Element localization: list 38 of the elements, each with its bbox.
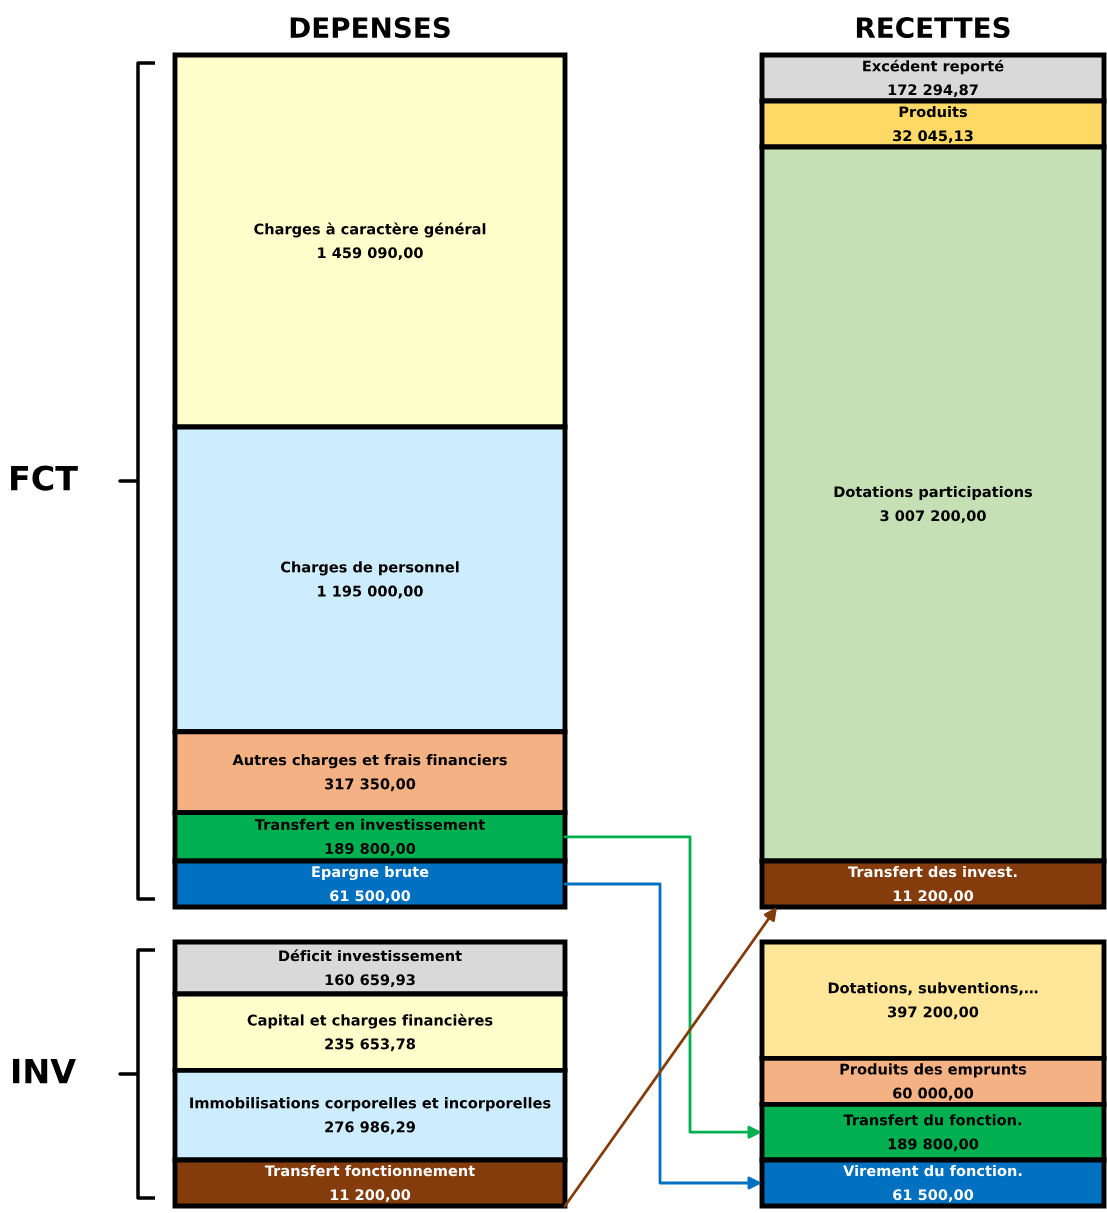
data-label: 60 000,00 (893, 1087, 974, 1101)
data-label: 3 007 200,00 (880, 510, 986, 524)
category-label: FCT (11, 465, 78, 491)
series-label: Charges de personnel (280, 561, 459, 576)
series-label: Capital et charges financières (247, 1013, 493, 1029)
data-label: 61 500,00 (893, 1189, 974, 1203)
series-label: Immobilisations corporelles et incorporelles (190, 1097, 551, 1112)
series-label: Transfert fonctionnement (264, 1164, 475, 1177)
data-label: 189 800,00 (325, 843, 416, 856)
data-label: 235 653,78 (325, 1038, 415, 1052)
series-label: Epargne brute (312, 865, 429, 881)
category-label: INV (13, 1058, 76, 1084)
series-label: Charges à caractère général (254, 222, 486, 238)
series-label: Transfert des invest. (848, 865, 1017, 878)
data-label: 11 200,00 (893, 890, 974, 904)
series-label: Transfert en investissement (254, 818, 485, 831)
data-label: 276 986,29 (325, 1121, 415, 1135)
series-label: Produits (899, 105, 967, 118)
series-label: Produits des emprunts (840, 1063, 1027, 1078)
data-label: 32 045,13 (893, 130, 973, 144)
data-label: 189 800,00 (888, 1138, 979, 1152)
series-label: Transfert du fonction. (843, 1114, 1022, 1126)
data-label: 397 200,00 (888, 1006, 979, 1020)
data-label: 172 294,87 (888, 84, 978, 98)
data-label: 160 659,93 (325, 974, 415, 988)
series-label: Dotations participations (834, 485, 1033, 501)
series-label: Déficit investissement (279, 949, 462, 962)
series-label: Virement du fonction. (843, 1164, 1022, 1177)
category-label: DEPENSES (290, 17, 450, 39)
data-label: 1 195 000,00 (318, 585, 423, 599)
data-label: 1 459 090,00 (318, 247, 423, 261)
data-label: 317 350,00 (325, 778, 416, 792)
series-label: Dotations, subventions,… (828, 982, 1038, 996)
series-label: Autres charges et frais financiers (232, 754, 507, 769)
series-label: Excédent reporté (863, 59, 1004, 75)
data-label: 11 200,00 (330, 1189, 411, 1203)
category-label: RECETTES (856, 17, 1010, 39)
data-label: 61 500,00 (330, 890, 411, 904)
